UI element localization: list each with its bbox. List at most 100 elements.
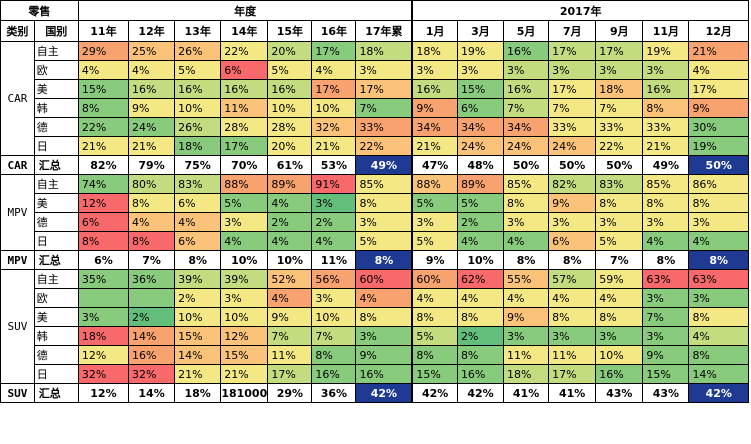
summary-row: SUV 汇总 12% 14% 18% 181000 29% 36% 42% 42% 42% 41% 41… bbox=[0, 383, 749, 403]
share-cell: 91% bbox=[311, 174, 357, 194]
table-row: 德 6% 4% 4% 3% 2% 2% 3% 3% 2% 3% 3% 3% 3% 3% bbox=[1, 212, 749, 232]
share-cell: 63% bbox=[642, 269, 690, 289]
table-row: MPV 自主 74% 80% 83% 88% 89% 91% 85% 88% 89% 85% 82% 83… bbox=[0, 174, 749, 251]
col-header-period: 17年累 bbox=[355, 20, 413, 42]
share-cell: 16% bbox=[267, 79, 313, 99]
share-cell: 3% bbox=[548, 212, 597, 232]
share-cell: 8% bbox=[503, 193, 550, 213]
col-header-period: 1月 bbox=[411, 20, 458, 42]
summary-cell: 50% bbox=[595, 155, 644, 175]
summary-cell: 6% bbox=[77, 250, 130, 270]
share-cell: 10% bbox=[220, 307, 269, 327]
share-cell: 8% bbox=[311, 345, 357, 365]
share-cell: 22% bbox=[220, 41, 269, 61]
summary-cell: 70% bbox=[220, 155, 269, 175]
col-header-period: 13年 bbox=[174, 20, 222, 42]
share-cell: 17% bbox=[548, 41, 597, 61]
share-cell: 15% bbox=[642, 364, 690, 384]
share-cell: 22% bbox=[595, 136, 644, 156]
share-cell: 11% bbox=[220, 98, 269, 118]
share-cell: 3% bbox=[77, 307, 130, 327]
share-cell: 7% bbox=[311, 326, 357, 346]
share-cell: 4% bbox=[174, 212, 222, 232]
share-cell: 9% bbox=[267, 307, 313, 327]
share-cell: 7% bbox=[355, 98, 413, 118]
summary-cell: 8% bbox=[548, 250, 597, 270]
share-cell: 11% bbox=[548, 345, 597, 365]
share-cell: 17% bbox=[311, 79, 357, 99]
share-cell: 59% bbox=[595, 269, 644, 289]
share-cell: 4% bbox=[642, 231, 690, 251]
group-header-year: 年度 bbox=[77, 0, 413, 21]
share-cell: 8% bbox=[688, 193, 749, 213]
share-cell: 15% bbox=[174, 326, 222, 346]
share-cell: 8% bbox=[411, 345, 458, 365]
share-cell: 4% bbox=[503, 288, 550, 308]
share-cell: 16% bbox=[311, 364, 357, 384]
summary-cell: 43% bbox=[595, 383, 644, 403]
share-cell: 89% bbox=[267, 174, 313, 194]
col-header-period: 9月 bbox=[595, 20, 644, 42]
share-cell: 3% bbox=[456, 60, 505, 80]
retail-share-table: 零售 年度 2017年 类别 国别 11年 12年 13年 14年 15年 16年 17年累… bbox=[0, 0, 750, 403]
summary-cell: 42% bbox=[411, 383, 458, 403]
share-cell: 15% bbox=[77, 79, 130, 99]
share-cell: 14% bbox=[174, 345, 222, 365]
share-cell bbox=[128, 288, 176, 308]
share-cell: 8% bbox=[411, 307, 458, 327]
share-cell: 5% bbox=[220, 193, 269, 213]
share-cell: 8% bbox=[642, 98, 690, 118]
share-cell: 39% bbox=[220, 269, 269, 289]
share-cell: 85% bbox=[355, 174, 413, 194]
summary-cell: 12% bbox=[77, 383, 130, 403]
summary-cell: 7% bbox=[595, 250, 644, 270]
table-title: 零售 bbox=[0, 0, 79, 21]
share-cell: 8% bbox=[355, 193, 413, 213]
share-cell: 8% bbox=[595, 193, 644, 213]
share-cell: 16% bbox=[411, 79, 458, 99]
table-row: 欧 2% 3% 4% 3% 4% 4% 4% 4% 4% 4% 3% 3% bbox=[1, 288, 749, 308]
share-cell: 18% bbox=[355, 41, 413, 61]
share-cell: 15% bbox=[220, 345, 269, 365]
category-label: CAR bbox=[0, 41, 35, 156]
share-cell: 83% bbox=[595, 174, 644, 194]
summary-cell: 8% bbox=[355, 250, 413, 270]
share-cell: 32% bbox=[311, 117, 357, 137]
table-row: CAR 自主 29% 25% 26% 22% 20% 17% 18% 18% 19% 16% 17% 17… bbox=[0, 41, 749, 156]
share-cell: 3% bbox=[355, 212, 413, 232]
share-cell: 3% bbox=[411, 60, 458, 80]
table-row: SUV 自主 35% 36% 39% 39% 52% 56% 60% 60% 62% 55% 57% 59… bbox=[0, 269, 749, 384]
share-cell: 3% bbox=[503, 326, 550, 346]
share-cell: 14% bbox=[128, 326, 176, 346]
summary-cell: 79% bbox=[128, 155, 176, 175]
summary-cell: 8% bbox=[503, 250, 550, 270]
country-label: 日 bbox=[33, 231, 79, 251]
share-cell: 5% bbox=[267, 60, 313, 80]
col-header-country: 国别 bbox=[33, 20, 79, 42]
share-cell: 3% bbox=[220, 288, 269, 308]
share-cell: 15% bbox=[456, 79, 505, 99]
share-cell: 7% bbox=[503, 98, 550, 118]
share-cell: 4% bbox=[688, 231, 749, 251]
share-cell: 4% bbox=[548, 288, 597, 308]
share-cell: 8% bbox=[128, 193, 176, 213]
share-cell: 16% bbox=[642, 79, 690, 99]
share-cell: 39% bbox=[174, 269, 222, 289]
summary-category: MPV bbox=[0, 250, 35, 270]
share-cell: 9% bbox=[128, 98, 176, 118]
share-cell: 85% bbox=[642, 174, 690, 194]
country-label: 美 bbox=[33, 307, 79, 327]
summary-label: 汇总 bbox=[33, 155, 79, 175]
share-cell: 21% bbox=[411, 136, 458, 156]
share-cell: 12% bbox=[77, 193, 130, 213]
share-cell: 5% bbox=[355, 231, 413, 251]
summary-cell: 7% bbox=[128, 250, 176, 270]
share-cell: 4% bbox=[267, 193, 313, 213]
share-cell: 8% bbox=[595, 307, 644, 327]
share-cell: 24% bbox=[456, 136, 505, 156]
summary-cell: 48% bbox=[456, 155, 505, 175]
share-cell: 6% bbox=[77, 212, 130, 232]
share-cell: 18% bbox=[77, 326, 130, 346]
summary-cell: 50% bbox=[688, 155, 749, 175]
country-label: 自主 bbox=[33, 41, 79, 61]
